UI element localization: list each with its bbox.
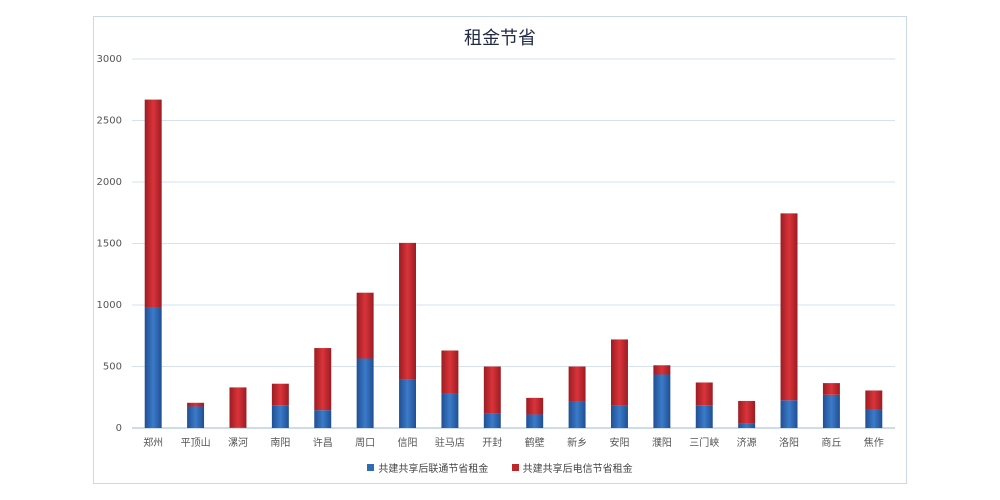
bar-unicom-13	[695, 405, 713, 428]
bar-telecom-16	[822, 383, 840, 395]
y-tick-label: 3000	[97, 54, 122, 65]
bar-telecom-1	[187, 402, 205, 407]
bar-telecom-0	[144, 99, 162, 308]
bar-telecom-6	[399, 242, 417, 380]
x-tick-label: 郑州	[143, 436, 163, 449]
y-tick-label: 2500	[97, 116, 122, 127]
bar-unicom-15	[780, 400, 798, 428]
y-tick-label: 1500	[97, 239, 122, 250]
x-tick-label: 新乡	[567, 436, 587, 449]
bar-unicom-8	[483, 413, 501, 428]
x-tick-label: 商丘	[821, 436, 841, 449]
legend-item-unicom: 共建共享后联通节省租金	[367, 460, 488, 475]
x-tick-label: 鹤壁	[525, 436, 545, 449]
bar-telecom-4	[314, 348, 332, 411]
bar-telecom-5	[356, 292, 374, 359]
bar-telecom-12	[653, 365, 671, 375]
legend-item-telecom: 共建共享后电信节省租金	[511, 460, 633, 475]
y-tick-label: 2000	[97, 177, 122, 188]
y-tick-label: 500	[103, 362, 122, 373]
x-tick-label: 信阳	[398, 437, 418, 449]
bar-unicom-16	[822, 394, 840, 428]
x-tick-label: 驻马店	[435, 436, 465, 449]
x-tick-label: 濮阳	[652, 436, 672, 449]
bar-unicom-2	[229, 427, 247, 428]
bar-unicom-3	[271, 405, 289, 428]
x-tick-label: 安阳	[609, 436, 629, 449]
legend-swatch-unicom	[367, 464, 375, 471]
legend-swatch-telecom	[511, 464, 519, 471]
legend-label-telecom: 共建共享后电信节省租金	[522, 464, 633, 475]
bar-telecom-14	[738, 400, 756, 424]
x-tick-label: 济源	[737, 436, 757, 449]
x-tick-label: 南阳	[270, 436, 290, 449]
legend-label-unicom: 共建共享后联通节省租金	[378, 464, 489, 475]
bar-unicom-6	[399, 379, 417, 428]
bar-unicom-5	[356, 358, 374, 428]
bar-telecom-8	[483, 366, 501, 414]
bar-telecom-3	[271, 383, 289, 406]
x-tick-label: 洛阳	[779, 436, 799, 449]
chart-title: 租金节省	[464, 28, 536, 49]
bar-unicom-7	[441, 393, 459, 428]
bar-telecom-10	[568, 366, 586, 402]
bar-telecom-7	[441, 350, 459, 394]
bar-telecom-2	[229, 387, 247, 428]
y-tick-label: 1000	[97, 300, 122, 311]
x-tick-label: 漯河	[228, 437, 248, 449]
bar-unicom-1	[187, 406, 205, 428]
legend: 共建共享后联通节省租金 共建共享后电信节省租金	[0, 460, 1000, 475]
bar-telecom-17	[865, 390, 883, 410]
bar-unicom-4	[314, 410, 332, 428]
bar-telecom-9	[526, 397, 544, 415]
x-tick-label: 平顶山	[181, 437, 211, 449]
bar-unicom-12	[653, 374, 671, 428]
bar-telecom-11	[610, 339, 628, 406]
bar-unicom-11	[610, 405, 628, 428]
x-tick-label: 三门峡	[689, 436, 719, 449]
y-tick-label: 0	[116, 423, 122, 434]
x-tick-label: 开封	[482, 436, 502, 449]
bar-unicom-10	[568, 401, 586, 428]
bar-telecom-15	[780, 213, 798, 401]
x-tick-label: 焦作	[864, 436, 884, 449]
bar-unicom-14	[738, 423, 756, 428]
x-tick-label: 周口	[355, 437, 375, 449]
bar-unicom-9	[526, 414, 544, 428]
bar-unicom-0	[144, 307, 162, 428]
bar-telecom-13	[695, 382, 713, 406]
bar-unicom-17	[865, 409, 883, 428]
x-tick-label: 许昌	[313, 437, 333, 449]
